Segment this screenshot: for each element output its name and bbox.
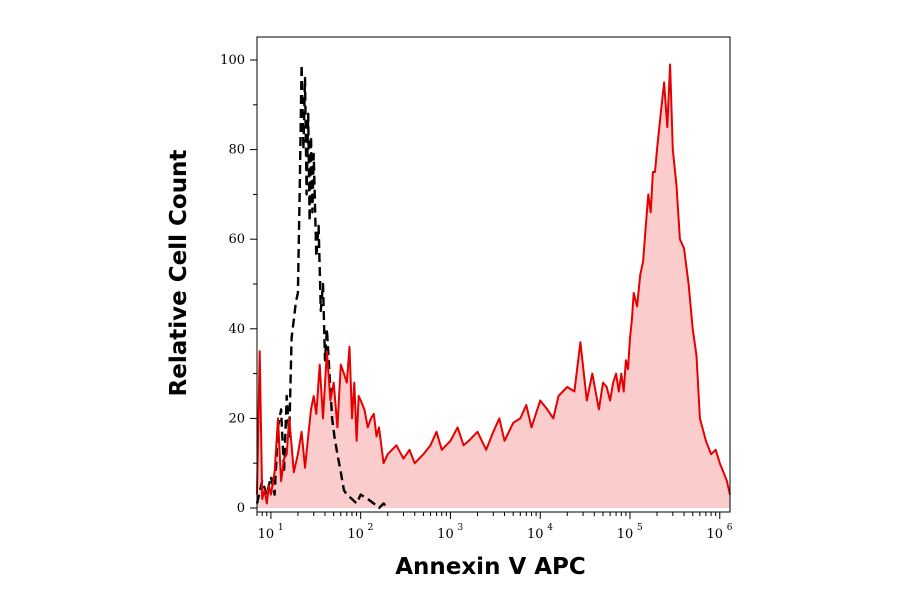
y-tick-label: 40: [228, 322, 245, 337]
series-line-0: [255, 63, 389, 510]
x-tick-base: 10: [258, 527, 275, 542]
y-axis: 0 20 40 60 80 100: [220, 53, 257, 516]
x-tick-exponent: 1: [278, 523, 284, 533]
x-tick-exponent: 3: [457, 523, 463, 533]
x-tick-exponent: 4: [547, 523, 553, 533]
x-axis: 10 1 10 2 10 3 10 4 10 5 10 6: [256, 512, 733, 542]
series-lines: [255, 63, 731, 510]
x-tick-base: 10: [527, 527, 544, 542]
x-axis-title: Annexin V APC: [395, 554, 586, 580]
series-line-1: [256, 63, 731, 505]
y-tick-label: 100: [220, 53, 245, 68]
x-tick-label: 10 6: [706, 523, 732, 542]
y-axis-title: Relative Cell Count: [166, 150, 192, 397]
x-tick-base: 10: [617, 527, 634, 542]
x-tick-base: 10: [437, 527, 454, 542]
series-fill-1: [257, 64, 730, 508]
y-tick-label: 0: [237, 501, 245, 516]
x-tick-exponent: 5: [637, 523, 643, 533]
x-tick-label: 10 4: [527, 523, 553, 542]
y-tick-label: 20: [228, 411, 245, 426]
x-tick-label: 10 5: [617, 523, 643, 542]
x-tick-label: 10 2: [347, 523, 373, 542]
x-tick-label: 10 1: [258, 523, 284, 542]
y-tick-label: 80: [228, 143, 245, 158]
x-tick-exponent: 2: [368, 523, 374, 533]
y-tick-label: 60: [228, 232, 245, 247]
series-fills: [257, 64, 730, 508]
x-tick-base: 10: [706, 527, 723, 542]
x-tick-label: 10 3: [437, 523, 463, 542]
x-tick-exponent: 6: [727, 523, 733, 533]
x-tick-base: 10: [347, 527, 364, 542]
